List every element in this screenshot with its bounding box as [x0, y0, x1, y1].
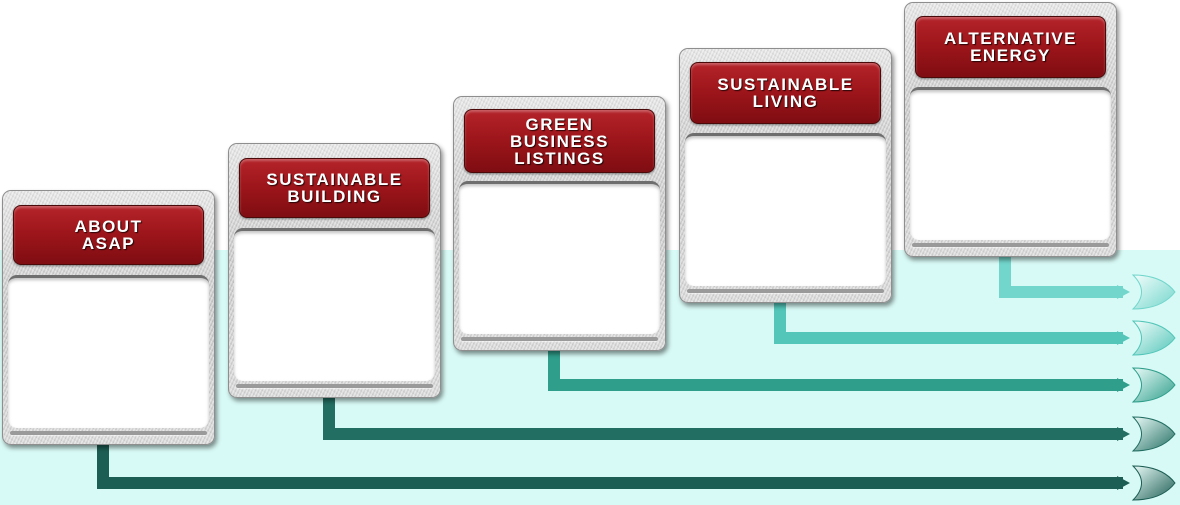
card-base-strip [10, 431, 207, 435]
card-title-bar[interactable]: SUSTAINABLE LIVING [690, 62, 881, 124]
leaf-arrow-icon [1131, 465, 1176, 501]
card-sustainable-building[interactable]: SUSTAINABLE BUILDING [228, 143, 441, 398]
card-sustainable-living[interactable]: SUSTAINABLE LIVING [679, 48, 892, 303]
connector-about-asap [97, 443, 1176, 501]
card-title-bar[interactable]: SUSTAINABLE BUILDING [239, 158, 430, 218]
card-base-strip [236, 384, 433, 388]
card-green-business-listings[interactable]: GREEN BUSINESS LISTINGS [453, 96, 666, 351]
card-title-bar[interactable]: ABOUT ASAP [13, 205, 204, 265]
card-title-bar[interactable]: GREEN BUSINESS LISTINGS [464, 109, 655, 173]
connector-sustainable-living [774, 301, 1176, 356]
card-title-label: SUSTAINABLE BUILDING [266, 170, 403, 206]
connector-alternative-energy [999, 255, 1176, 310]
card-about-asap[interactable]: ABOUT ASAP [2, 190, 215, 445]
card-content-area [8, 275, 209, 428]
card-alternative-energy[interactable]: ALTERNATIVE ENERGY [904, 2, 1117, 257]
card-content-area [459, 181, 660, 334]
card-title-label: SUSTAINABLE LIVING [717, 75, 854, 111]
leaf-arrow-icon [1131, 274, 1176, 310]
card-title-label: GREEN BUSINESS LISTINGS [510, 114, 609, 168]
card-content-area [234, 228, 435, 381]
leaf-arrow-icon [1131, 416, 1176, 452]
connector-green-business-listings [548, 349, 1176, 403]
card-title-label: ABOUT ASAP [74, 217, 143, 253]
card-content-area [910, 87, 1111, 240]
leaf-arrow-icon [1131, 320, 1176, 356]
card-base-strip [687, 289, 884, 293]
connector-sustainable-building [323, 396, 1176, 452]
card-content-area [685, 133, 886, 286]
leaf-arrow-icon [1131, 367, 1176, 403]
card-title-bar[interactable]: ALTERNATIVE ENERGY [915, 16, 1106, 78]
card-base-strip [461, 337, 658, 341]
card-title-label: ALTERNATIVE ENERGY [944, 29, 1077, 65]
card-base-strip [912, 243, 1109, 247]
